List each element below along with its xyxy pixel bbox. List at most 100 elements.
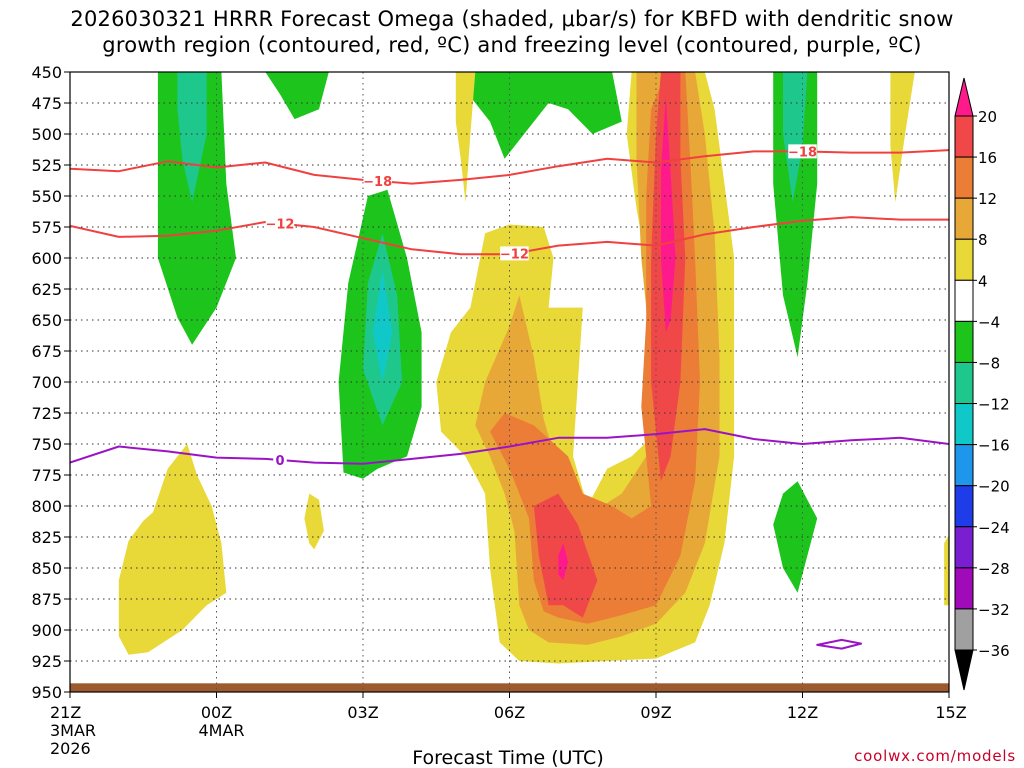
omega-region [944, 534, 949, 606]
y-tick-label: 875 [31, 590, 62, 609]
y-tick-label: 575 [31, 218, 62, 237]
chart-title: 2026030321 HRRR Forecast Omega (shaded, … [0, 6, 1024, 58]
colorbar-box [954, 197, 974, 240]
omega-region [890, 72, 915, 203]
colorbar-label: −20 [978, 478, 1010, 496]
y-tick-label: 650 [31, 311, 62, 330]
y-tick-label: 600 [31, 249, 62, 268]
contour-label-bg [788, 144, 817, 159]
colorbar-box [954, 567, 974, 610]
contour-labels: −18 −18 −12 −12 0 [265, 144, 817, 469]
y-tick-label: 950 [31, 683, 62, 702]
y-tick-label: 925 [31, 652, 62, 671]
y-tick-label: 675 [31, 342, 62, 361]
contour-label: 0 [275, 454, 284, 469]
omega-region [558, 543, 569, 581]
colorbar-label: −32 [978, 601, 1010, 619]
terrain-bar [70, 683, 949, 692]
y-tick-label: 450 [31, 63, 62, 82]
colorbar-box [954, 238, 974, 281]
omega-region [372, 270, 393, 382]
contour-label-bg [363, 173, 392, 188]
y-tick-label: 850 [31, 559, 62, 578]
colorbar-label: −8 [978, 354, 1000, 372]
y-tick-label: 700 [31, 373, 62, 392]
omega-region [621, 568, 647, 612]
y-tick-label: 800 [31, 497, 62, 516]
colorbar-label: −16 [978, 437, 1010, 455]
colorbar-label: 20 [978, 108, 997, 126]
omega-region [455, 72, 476, 203]
y-tick-label: 550 [31, 187, 62, 206]
y-tick-label: 625 [31, 280, 62, 299]
colorbar-box [954, 526, 974, 569]
colorbar-bottom-arrow [954, 649, 974, 691]
omega-region [304, 493, 324, 550]
x-tick-date: 3MAR [50, 721, 96, 740]
omega-region [490, 72, 700, 624]
contour-line [816, 638, 863, 650]
x-tick-label: 00Z [201, 703, 232, 722]
y-tick-label: 500 [31, 125, 62, 144]
colorbar-box [954, 485, 974, 528]
credit-text: coolwx.com/models [854, 747, 1016, 765]
colorbar-box [954, 279, 974, 322]
x-tick-year: 2026 [50, 739, 91, 758]
contour-label-bg [265, 216, 295, 231]
contour-label: −12 [265, 218, 294, 233]
colorbar-label: 16 [978, 149, 997, 167]
y-tick-label: 475 [31, 94, 62, 113]
contour-label: −12 [500, 247, 529, 262]
contour-label-bg [500, 246, 529, 261]
colorbar-box [954, 608, 974, 651]
x-axis-label: Forecast Time (UTC) [412, 747, 603, 768]
colorbar-label: 12 [978, 190, 997, 208]
colorbar-box [954, 403, 974, 446]
omega-region [783, 72, 808, 203]
x-tick-label: 21Z [50, 703, 81, 722]
colorbar-label: −4 [978, 313, 1000, 331]
y-tick-label: 900 [31, 621, 62, 640]
contour-line [70, 428, 949, 465]
x-tick-date: 4MAR [199, 721, 245, 740]
title-line-2: growth region (contoured, red, ºC) and f… [102, 33, 922, 57]
omega-shading [118, 72, 949, 664]
terrain-band [70, 683, 949, 692]
omega-region [265, 72, 329, 120]
x-tick-label: 09Z [640, 703, 671, 722]
y-tick-label: 775 [31, 466, 62, 485]
omega-region [118, 444, 227, 655]
contour-label-bg [273, 452, 287, 467]
omega-region [660, 96, 676, 333]
x-tick-label: 06Z [494, 703, 525, 722]
colorbar-top-arrow [954, 77, 974, 117]
y-tick-label: 525 [31, 156, 62, 175]
omega-region [460, 72, 622, 159]
colorbar: 20 16 12 8 4 −4 −8 −12 −16 −20 −24 −28 −32 −36 [954, 77, 1010, 691]
colorbar-box [954, 156, 974, 199]
colorbar-box [954, 444, 974, 487]
colorbar-box [954, 320, 974, 363]
x-tick-label: 12Z [787, 703, 818, 722]
x-tick-label: 03Z [347, 703, 378, 722]
title-line-1: 2026030321 HRRR Forecast Omega (shaded, … [70, 7, 954, 31]
colorbar-box [954, 115, 974, 158]
colorbar-label: −12 [978, 396, 1010, 414]
x-tick-label: 15Z [935, 703, 966, 722]
omega-region [773, 481, 818, 593]
contour-label: −18 [788, 145, 817, 160]
colorbar-label: 4 [978, 272, 988, 290]
y-tick-label: 725 [31, 404, 62, 423]
colorbar-label: −24 [978, 519, 1010, 537]
colorbar-label: −36 [978, 642, 1010, 660]
y-tick-label: 750 [31, 435, 62, 454]
colorbar-label: −28 [978, 560, 1010, 578]
y-axis: 450 475 500 525 550 575 600 625 650 675 700 725 750 7… [31, 63, 70, 702]
colorbar-label: 8 [978, 231, 988, 249]
colorbar-box [954, 361, 974, 405]
omega-region [177, 72, 207, 203]
contour-label: −18 [363, 175, 392, 190]
y-tick-label: 825 [31, 528, 62, 547]
